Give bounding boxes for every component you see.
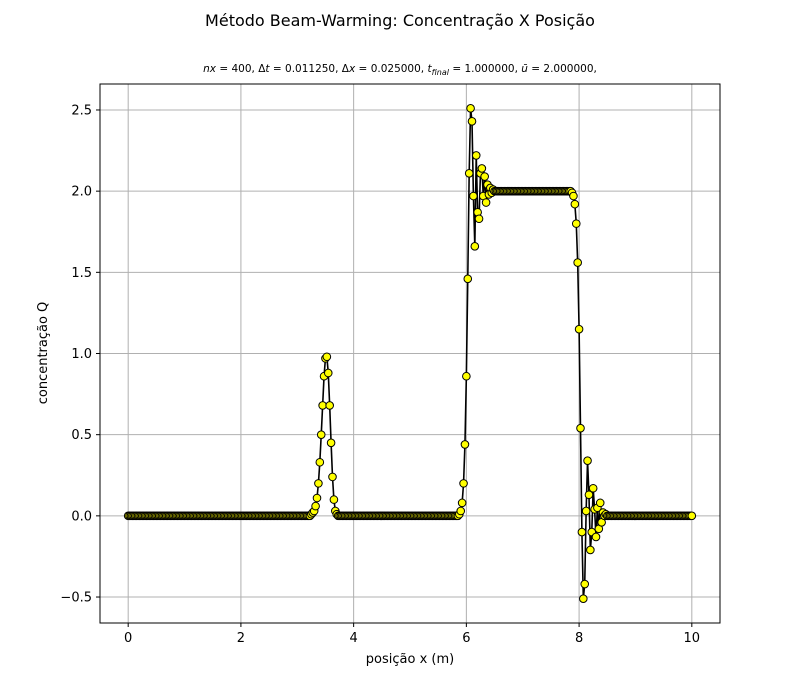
y-tick-label: 1.0 <box>71 347 92 362</box>
y-tick-label: 2.5 <box>71 103 92 118</box>
data-point <box>311 501 320 511</box>
data-point <box>323 368 333 378</box>
data-point <box>588 483 598 493</box>
data-point <box>583 456 592 465</box>
data-point <box>325 401 334 410</box>
x-tick-label: 4 <box>349 631 357 646</box>
data-point <box>586 545 595 555</box>
data-point <box>459 479 468 488</box>
data-point <box>580 579 590 589</box>
data-point <box>581 506 591 516</box>
x-tick-label: 2 <box>237 631 245 646</box>
x-tick-label: 8 <box>575 631 583 646</box>
data-point <box>574 324 584 334</box>
x-axis-label: posição x (m) <box>366 652 454 667</box>
data-point <box>318 401 327 410</box>
y-tick-label: 0.5 <box>71 428 92 443</box>
param-nx: 400 <box>231 63 252 75</box>
data-point <box>326 438 336 448</box>
data-point <box>480 172 489 181</box>
data-point <box>460 440 470 449</box>
data-point <box>329 495 339 504</box>
y-axis-label: concentração Q <box>36 302 51 405</box>
data-point <box>462 371 471 381</box>
data-point <box>312 493 322 503</box>
data-point <box>570 199 580 209</box>
grid <box>100 84 720 623</box>
data-point <box>687 511 697 521</box>
y-tick-label: 1.5 <box>71 266 92 281</box>
data-point <box>569 191 578 201</box>
data-point <box>571 219 581 228</box>
x-tick-label: 0 <box>124 631 132 646</box>
data-point <box>315 457 325 467</box>
data-point <box>314 479 323 488</box>
data-point <box>322 352 332 362</box>
param-dx: 0.025000 <box>370 63 421 75</box>
data-point <box>464 168 474 178</box>
data-point <box>466 104 475 113</box>
param-dt: 0.011250 <box>285 63 336 75</box>
ticks: 0 2 4 6 8 10 −0.5 0.0 0.5 1.0 1.5 2.0 2.5 <box>60 103 700 646</box>
x-tick-label: 10 <box>684 631 701 646</box>
data-point <box>316 430 326 439</box>
data-point <box>328 472 337 482</box>
data-point <box>457 498 467 508</box>
data-point <box>579 594 588 603</box>
data-point <box>573 258 582 267</box>
y-tick-label: −0.5 <box>60 591 92 606</box>
data-point <box>595 498 605 508</box>
param-ubar: 2.000000 <box>543 63 594 75</box>
data-point <box>456 506 466 516</box>
data-point <box>477 164 487 173</box>
data-point <box>591 532 601 542</box>
x-tick-label: 6 <box>462 631 470 646</box>
param-tfinal: 1.000000 <box>464 63 515 75</box>
chart-subtitle: nx = 400, Δt = 0.011250, Δx = 0.025000, … <box>203 63 597 78</box>
data-point <box>467 117 477 126</box>
data-point <box>470 242 480 251</box>
data-point <box>463 274 473 284</box>
data-point <box>469 191 478 201</box>
data-point <box>471 151 481 160</box>
figure-title: Método Beam-Warming: Concentração X Posi… <box>205 11 595 30</box>
data-point <box>584 490 594 500</box>
y-tick-label: 0.0 <box>71 509 92 524</box>
data-series <box>123 104 697 603</box>
data-point <box>474 214 484 224</box>
data-point <box>577 527 587 537</box>
data-point <box>481 198 491 207</box>
y-tick-label: 2.0 <box>71 185 92 200</box>
data-point <box>576 423 585 433</box>
